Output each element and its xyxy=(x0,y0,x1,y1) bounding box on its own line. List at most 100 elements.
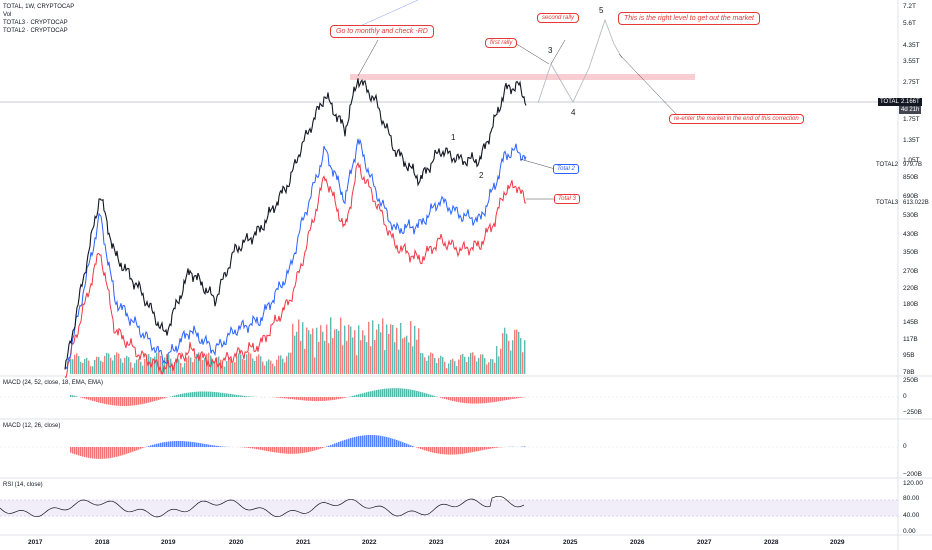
volume-bar xyxy=(328,343,330,374)
volume-bar xyxy=(376,329,378,374)
macd-bar xyxy=(122,397,124,406)
volume-bar xyxy=(426,360,428,374)
volume-bar xyxy=(464,356,466,374)
volume-bar xyxy=(258,354,260,374)
macd-bar xyxy=(388,388,390,397)
volume-bar xyxy=(462,354,464,374)
volume-bar xyxy=(144,359,146,374)
volume-bar xyxy=(124,357,126,374)
macd-bar xyxy=(332,397,334,400)
volume-bar xyxy=(196,353,198,374)
rsi-axis-40: 40.00 xyxy=(903,512,920,519)
volume-bar xyxy=(500,348,502,374)
macd-bar xyxy=(98,397,100,403)
volume-bar xyxy=(210,355,212,374)
annotation-reenter[interactable]: re-enter the market in the end of this c… xyxy=(669,114,804,124)
annotation-first-rally[interactable]: first rally xyxy=(485,38,518,48)
volume-bar xyxy=(234,362,236,374)
volume-bar xyxy=(366,342,368,374)
macd-bar xyxy=(110,447,112,458)
volume-bar xyxy=(114,355,116,374)
volume-bar xyxy=(266,361,268,374)
macd-bar xyxy=(214,392,216,397)
rsi-axis-120: 120.00 xyxy=(903,480,923,487)
macd-bar xyxy=(216,392,218,397)
macd-bar xyxy=(346,439,348,447)
macd-bar xyxy=(398,388,400,397)
macd-bar xyxy=(434,396,436,397)
price-axis-tick: 117B xyxy=(903,336,918,343)
volume-bar xyxy=(104,355,106,374)
macd-bar xyxy=(158,443,160,447)
volume-bar xyxy=(372,320,374,374)
macd-bar xyxy=(392,438,394,447)
macd-bar xyxy=(94,447,96,459)
annotation-total3[interactable]: Total 3 xyxy=(554,194,580,204)
macd-bar xyxy=(440,397,442,398)
rsi-label[interactable]: RSI (14, close) xyxy=(3,482,43,488)
price-axis-tick: 220B xyxy=(903,285,919,292)
price-axis-tick: 690B xyxy=(903,193,919,200)
macd-bar xyxy=(464,397,466,403)
macd-bar xyxy=(456,397,458,402)
macd-bar xyxy=(378,435,380,447)
macd-bar xyxy=(278,447,280,453)
macd-bar xyxy=(322,447,324,448)
annotation-right-level[interactable]: This is the right level to get out the m… xyxy=(618,12,760,25)
volume-bar xyxy=(474,355,476,374)
macd-bar xyxy=(128,397,130,406)
macd-bar xyxy=(144,397,146,404)
macd-bar xyxy=(134,447,136,451)
macd-bar xyxy=(390,388,392,397)
macd-bar xyxy=(124,447,126,455)
volume-bar xyxy=(424,357,426,374)
macd-bar xyxy=(450,397,452,401)
macd-bar xyxy=(516,397,518,399)
total3-tag-name: TOTAL3 xyxy=(876,200,899,206)
macd-bar xyxy=(454,397,456,402)
volume-bar xyxy=(356,355,358,374)
macd-bar xyxy=(334,443,336,447)
macd-bar xyxy=(460,447,462,454)
macd-bar xyxy=(340,441,342,447)
macd-bar xyxy=(272,447,274,452)
macd-bar xyxy=(74,395,76,397)
volume-bar xyxy=(308,330,310,374)
macd-bar xyxy=(330,397,332,401)
volume-bar xyxy=(230,358,232,374)
macd-bar xyxy=(470,397,472,404)
volume-bar xyxy=(272,363,274,374)
volume-bar xyxy=(274,366,276,374)
macd-bar xyxy=(382,389,384,397)
macd-bar xyxy=(220,392,222,397)
macd-bar xyxy=(338,397,340,400)
volume-bar xyxy=(326,324,328,374)
macd-bar xyxy=(326,397,328,401)
volume-bar xyxy=(518,331,520,374)
annotation-monthly[interactable]: Go to monthly and check -RD xyxy=(330,25,434,38)
macd-bar xyxy=(362,435,364,447)
macd-bar xyxy=(124,397,126,406)
macd-bar xyxy=(78,447,80,456)
price-axis-tick: 5.6T xyxy=(903,20,917,27)
macd-bar xyxy=(476,447,478,452)
volume-bar xyxy=(182,367,184,374)
macd-bar xyxy=(170,441,172,447)
macd-bar xyxy=(294,397,296,400)
macd2-label[interactable]: MACD (12, 26, close) xyxy=(3,423,61,429)
price-axis-tick: 78B xyxy=(903,369,915,376)
volume-bar xyxy=(288,352,290,374)
volume-bar xyxy=(360,340,362,374)
annotation-total2[interactable]: Total 2 xyxy=(553,164,579,174)
volume-bar xyxy=(174,361,176,374)
volume-bar xyxy=(346,340,348,374)
volume-bar xyxy=(284,362,286,374)
macd-bar xyxy=(428,394,430,397)
macd1-label[interactable]: MACD (24, 52, close, 18, EMA, EMA) xyxy=(3,380,104,386)
macd-bar xyxy=(284,447,286,454)
macd-bar xyxy=(208,391,210,397)
macd-bar xyxy=(310,397,312,401)
macd-bar xyxy=(350,438,352,447)
annotation-second-rally[interactable]: second rally xyxy=(537,13,580,23)
macd-bar xyxy=(170,396,172,397)
